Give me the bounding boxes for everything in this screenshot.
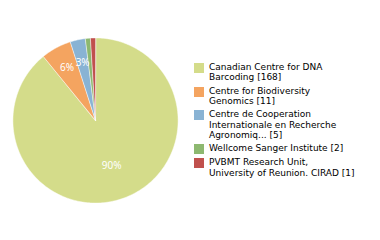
svg-text:6%: 6% <box>60 60 74 74</box>
html-text:Centre for Biodiversity Genomi: Centre for Biodiversity Genomics [11] <box>209 85 311 106</box>
svg-text:3%: 3% <box>76 55 90 69</box>
html-text:Wellcome Sanger Institute [2]: Wellcome Sanger Institute [2] <box>209 143 344 154</box>
html-text:Canadian Centre for DNA Barcod: Canadian Centre for DNA Barcoding [168] <box>209 62 323 83</box>
html-text:Centre de Cooperation Internat: Centre de Cooperation Internationale en … <box>209 109 337 140</box>
svg-text:90%: 90% <box>102 158 122 172</box>
html-text:PVBMT Research Unit, Universit: PVBMT Research Unit, University of Reuni… <box>209 157 355 178</box>
